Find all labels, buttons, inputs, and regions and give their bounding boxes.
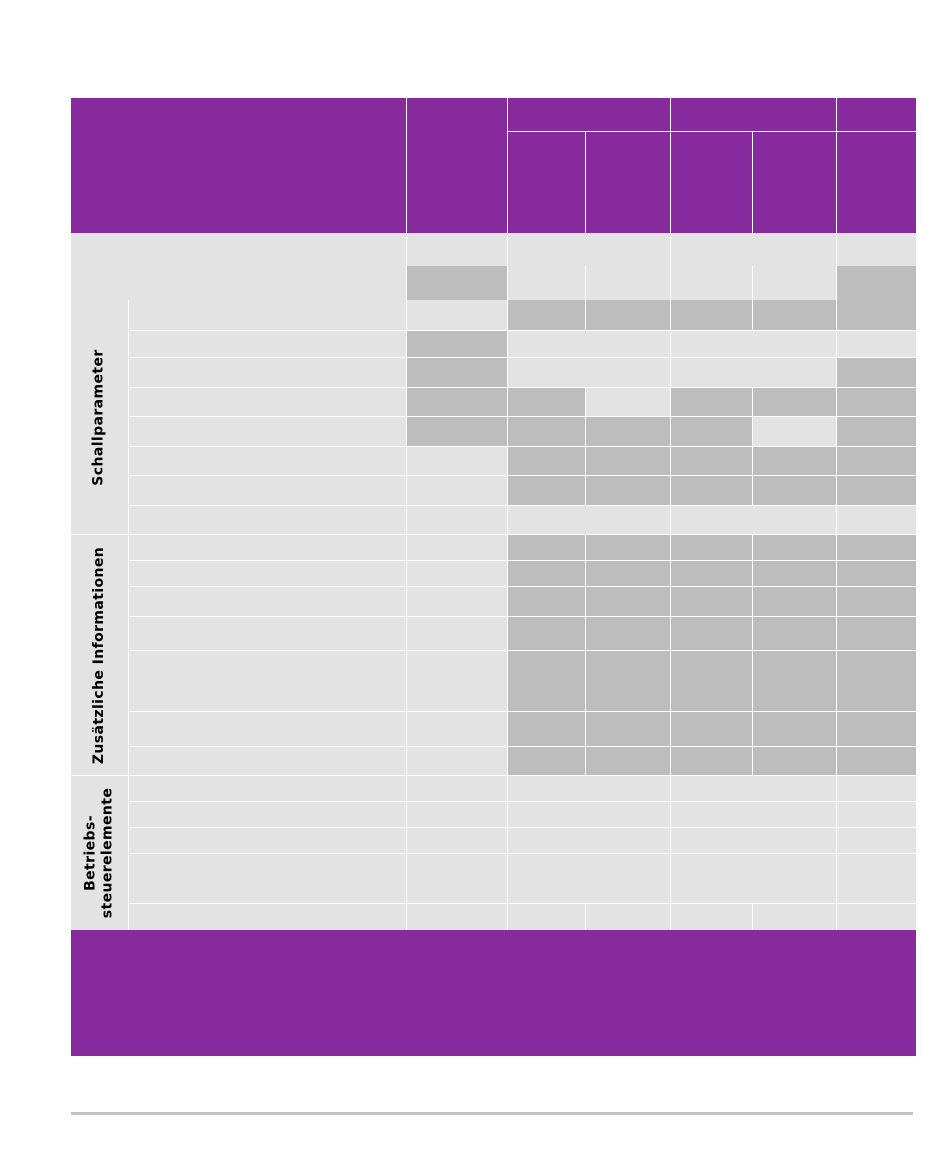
section-label-zusatzliche-informationen: Zusätzliche Informationen [91,546,107,764]
data-table: Schallparameter Zusätzliche Informatione… [71,98,916,1056]
section-label-schallparameter: Schallparameter [91,348,108,486]
section-label-betriebssteuerelemente: Betriebs- steuerelemente [82,787,116,919]
table-header [71,98,916,233]
page-divider [71,1112,913,1115]
table-footer [71,930,916,1056]
table-row [71,233,916,266]
